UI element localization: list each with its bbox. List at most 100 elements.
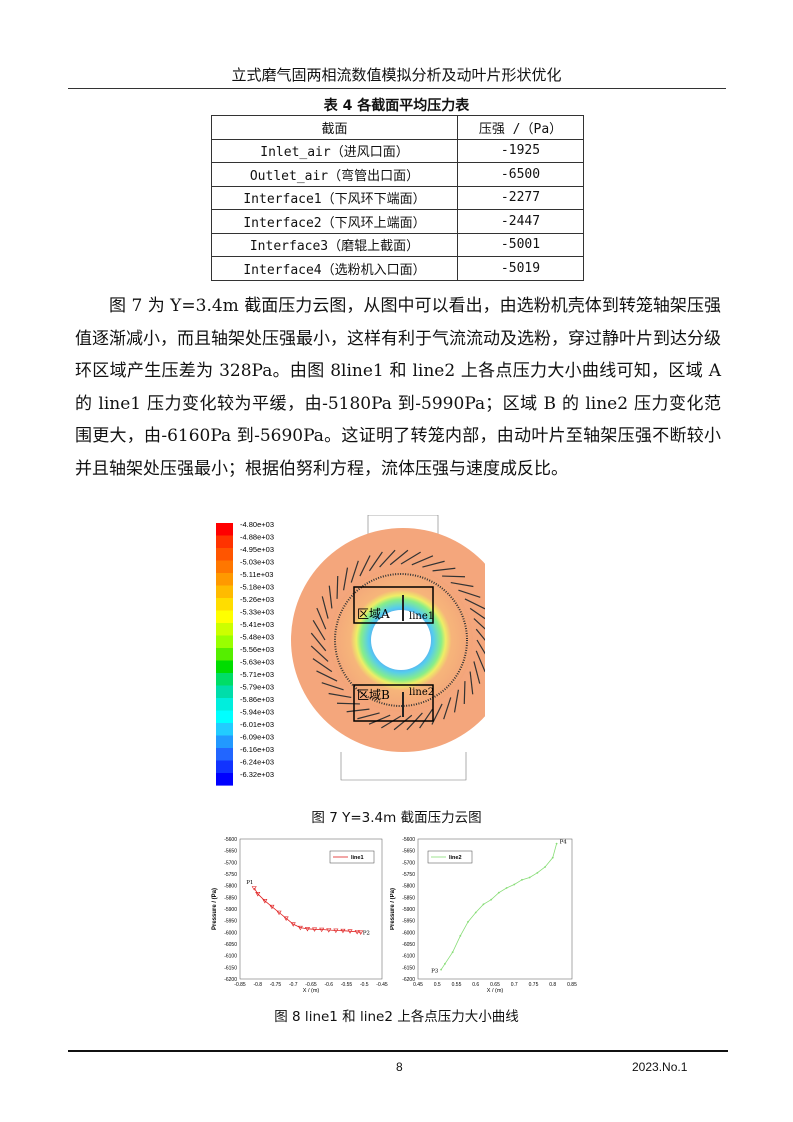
- data-point: [555, 842, 558, 845]
- region-a-box: [353, 586, 434, 624]
- issue-label: 2023.No.1: [632, 1060, 688, 1074]
- x-tick-label: -0.6: [324, 982, 333, 988]
- x-tick-label: 0.5: [434, 982, 441, 988]
- vane: [350, 560, 359, 583]
- x-axis-label: X / (m): [303, 988, 320, 994]
- x-tick-label: 0.45: [413, 982, 423, 988]
- header-cell: 截面: [211, 115, 458, 140]
- legend-swatch: [216, 673, 233, 686]
- cell: Interface4（选粉机入口面）: [211, 256, 458, 281]
- table-header-row: 截面 压强 /（Pa）: [211, 115, 584, 140]
- y-tick-label: -6050: [402, 942, 415, 948]
- data-point: [340, 928, 346, 934]
- line1-label: line1: [409, 611, 434, 622]
- y-tick-label: -5750: [224, 872, 237, 878]
- vane: [368, 551, 383, 572]
- vane: [336, 575, 339, 599]
- legend-label: -5.94e+03: [240, 708, 274, 717]
- table-row: Interface1（下风环下端面） -2277: [211, 185, 584, 210]
- cell: -1925: [457, 138, 584, 163]
- x-tick-label: -0.65: [305, 982, 317, 988]
- legend-label: -5.41e+03: [240, 620, 274, 629]
- table-caption: 表 4 各截面平均压力表: [323, 98, 470, 114]
- body-paragraph: 图 7 为 Y=3.4m 截面压力云图，从图中可以看出，由选粉机壳体到转笼轴架压…: [75, 296, 721, 479]
- y-tick-label: -5700: [224, 860, 237, 866]
- rotor-blades: [334, 573, 468, 707]
- legend-swatch: [216, 560, 233, 574]
- y-tick-label: -5800: [402, 884, 415, 890]
- vane: [359, 555, 371, 577]
- legend-label: -6.16e+03: [240, 745, 274, 754]
- legend-swatch: [216, 648, 233, 661]
- vane: [342, 567, 349, 591]
- legend-swatch: [216, 610, 233, 624]
- y-tick-label: -5950: [402, 919, 415, 925]
- vane: [312, 620, 326, 641]
- y-tick-label: -5700: [402, 860, 415, 866]
- line2-label: line2: [409, 687, 434, 698]
- x-tick-label: 0.75: [529, 982, 539, 988]
- table-row: Outlet_air（弯管出口面） -6500: [211, 162, 584, 187]
- x-tick-label: -0.55: [341, 982, 353, 988]
- legend-swatch: [216, 598, 233, 611]
- y-tick-label: -6200: [224, 977, 237, 983]
- start-point-label: P1: [246, 880, 253, 886]
- data-point: [347, 929, 353, 934]
- running-header: 立式磨气固两相流数值模拟分析及动叶片形状优化: [231, 66, 562, 84]
- legend-label: -5.33e+03: [240, 608, 274, 617]
- vane: [475, 628, 485, 641]
- y-tick-label: -6000: [402, 930, 415, 936]
- legend-swatch: [216, 735, 233, 749]
- legend-swatch: [216, 748, 233, 761]
- y-tick-label: -5600: [224, 837, 237, 843]
- vane: [432, 567, 456, 572]
- cell: -6500: [457, 162, 584, 187]
- legend-box: [427, 850, 473, 864]
- y-tick-label: -5950: [224, 919, 237, 925]
- data-point: [290, 922, 296, 927]
- plot-frame: [239, 838, 383, 980]
- cell: -5001: [457, 232, 584, 257]
- vane: [473, 618, 485, 630]
- x-axis-label: X / (m): [487, 988, 504, 994]
- vane: [458, 589, 481, 598]
- y-tick-label: -6050: [224, 942, 237, 948]
- vane: [357, 712, 380, 720]
- legend-swatch: [216, 623, 233, 636]
- legend-label: -6.32e+03: [240, 770, 274, 779]
- vane: [316, 607, 327, 630]
- y-tick-label: -6000: [224, 930, 237, 936]
- data-point: [354, 930, 360, 935]
- line1-chart: -5600 -5650 -5700 -5750 -5800 -5850 -5900 -5950…: [212, 837, 388, 994]
- vane: [316, 670, 338, 682]
- legend-label: -4.95e+03: [240, 545, 274, 554]
- cell: Interface1（下风环下端面）: [211, 185, 458, 210]
- data-point: [528, 876, 531, 879]
- data-point: [255, 892, 261, 897]
- x-tick-label: -0.7: [289, 982, 298, 988]
- data-point: [451, 951, 454, 954]
- vane: [469, 671, 474, 695]
- data-point: [551, 856, 554, 859]
- data-point: [544, 866, 546, 868]
- data-point: [497, 891, 500, 894]
- legend-entry: line2: [449, 855, 462, 861]
- vane: [469, 607, 485, 620]
- legend-swatch: [216, 635, 233, 649]
- region-b-label: 区域B: [357, 688, 390, 702]
- cell: -2447: [457, 209, 584, 234]
- legend-label: -5.03e+03: [240, 558, 274, 567]
- vane: [321, 596, 329, 619]
- data-point: [358, 930, 364, 935]
- pressure-contour-figure: -4.80e+03 -4.88e+03 -4.95e+03 -5.03e+03 -5.1…: [216, 515, 485, 786]
- start-point-label: P3: [431, 969, 439, 975]
- y-tick-label: -6200: [402, 977, 415, 983]
- data-point: [251, 886, 257, 891]
- vane: [464, 598, 485, 610]
- y-tick-label: -5900: [402, 907, 415, 913]
- table-row: Interface3（磨辊上截面） -5001: [211, 232, 584, 257]
- data-point: [513, 883, 516, 886]
- cell: -5019: [457, 256, 584, 281]
- data-point: [474, 911, 477, 914]
- vane: [389, 549, 409, 566]
